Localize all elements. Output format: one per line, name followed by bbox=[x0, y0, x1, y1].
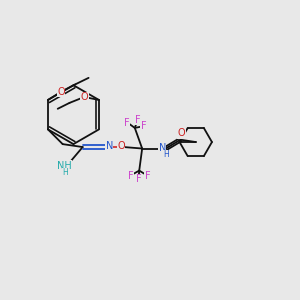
Text: N: N bbox=[106, 142, 113, 152]
Text: N: N bbox=[158, 142, 166, 153]
Text: NH: NH bbox=[57, 160, 71, 171]
Text: O: O bbox=[57, 87, 65, 97]
Text: O: O bbox=[80, 92, 88, 102]
Text: O: O bbox=[117, 142, 125, 152]
Text: F: F bbox=[141, 121, 146, 130]
Text: F: F bbox=[135, 115, 141, 125]
Text: O: O bbox=[178, 128, 185, 138]
Text: F: F bbox=[136, 174, 142, 184]
Text: F: F bbox=[145, 171, 150, 181]
Text: H: H bbox=[62, 168, 68, 177]
Text: F: F bbox=[128, 171, 133, 181]
Text: H: H bbox=[163, 150, 169, 159]
Text: F: F bbox=[124, 118, 129, 128]
